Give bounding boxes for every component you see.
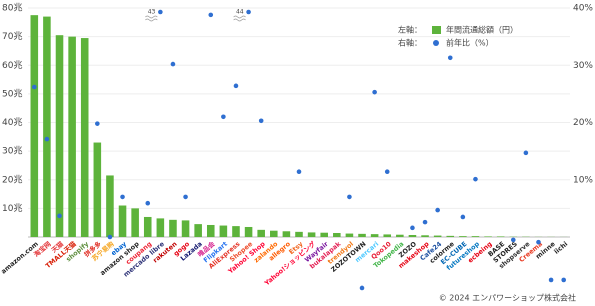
axis-break (233, 15, 246, 22)
dot (347, 194, 352, 200)
dot (183, 194, 188, 200)
dot (44, 136, 50, 142)
dot (447, 55, 453, 61)
y-tick-label: 10兆 (2, 203, 22, 214)
bar (459, 236, 467, 237)
bar (55, 35, 64, 237)
x-tick-label: iichi (553, 240, 570, 256)
bar (320, 232, 328, 237)
bar (370, 234, 379, 237)
bar (131, 208, 139, 237)
bar (244, 226, 253, 237)
bar (80, 38, 89, 238)
bar (408, 234, 417, 237)
y-tick-label: 70兆 (2, 31, 22, 42)
dot (422, 219, 428, 225)
y2-tick-label: 40% (573, 4, 593, 14)
bar (421, 235, 429, 237)
bar (143, 216, 152, 237)
bar (383, 234, 392, 237)
bar (194, 224, 202, 237)
dot (233, 83, 239, 89)
dot (170, 61, 176, 67)
bar (68, 36, 76, 237)
legend-label: 年間流通総額（円） (446, 25, 518, 35)
dot (523, 150, 529, 156)
y-tick-label: 50兆 (2, 88, 22, 99)
dot (208, 12, 214, 18)
dot (372, 89, 377, 95)
bar (118, 205, 127, 237)
bar (156, 218, 165, 237)
dot (32, 84, 37, 90)
bar (282, 231, 291, 237)
y-tick-label: 40兆 (2, 117, 22, 128)
bar (433, 235, 442, 237)
legend-swatch (432, 26, 441, 34)
copyright: © 2024 エンパワーショップ株式会社 (439, 293, 576, 303)
bar (30, 15, 39, 237)
dot (384, 169, 390, 175)
dot (410, 225, 415, 231)
legend-label: 前年比（%） (446, 38, 494, 48)
bar (396, 234, 404, 237)
bar (232, 226, 240, 237)
bar (496, 236, 505, 237)
axis-break (145, 15, 158, 22)
y-tick-label: 60兆 (2, 60, 22, 71)
bar (333, 232, 341, 237)
dot (548, 277, 554, 283)
dot (460, 214, 466, 220)
bar (181, 220, 190, 237)
value-label: 44 (236, 9, 244, 16)
dot (120, 194, 125, 200)
bar (106, 175, 114, 237)
dot (473, 176, 478, 182)
bar (484, 236, 492, 237)
dot (510, 237, 516, 243)
dot (561, 277, 566, 283)
bar (93, 142, 102, 237)
legend-prefix: 左軸： (398, 25, 422, 35)
value-label: 43 (148, 9, 156, 16)
bar (307, 232, 316, 237)
y-tick-label: 20兆 (2, 174, 22, 185)
bar (471, 236, 480, 237)
bar (219, 225, 228, 237)
dot (221, 114, 226, 120)
bar (295, 231, 303, 237)
dot (95, 121, 100, 126)
bar (446, 235, 455, 237)
bar (169, 219, 177, 237)
y-tick-label: 80兆 (2, 3, 22, 14)
y2-tick-label: 20% (573, 118, 593, 128)
dot (57, 213, 62, 219)
dot (258, 118, 264, 124)
y2-tick-label: 30% (573, 61, 593, 71)
legend-dot (433, 40, 439, 46)
y-tick-label: 30兆 (2, 146, 22, 157)
dot (359, 285, 365, 291)
dot (536, 239, 541, 245)
legend-prefix: 右軸： (398, 38, 422, 48)
bar (358, 233, 366, 237)
dot (435, 207, 440, 213)
dot (158, 9, 163, 15)
dot (145, 200, 151, 206)
x-tick-label: amazon.com (0, 240, 40, 276)
bar (270, 230, 278, 237)
y2-tick-label: 10% (573, 175, 593, 185)
bar (206, 224, 215, 237)
dot (246, 9, 251, 15)
bar (257, 229, 265, 237)
dot (107, 234, 113, 240)
bar (345, 233, 354, 237)
dot (296, 169, 302, 175)
bar (43, 16, 51, 238)
